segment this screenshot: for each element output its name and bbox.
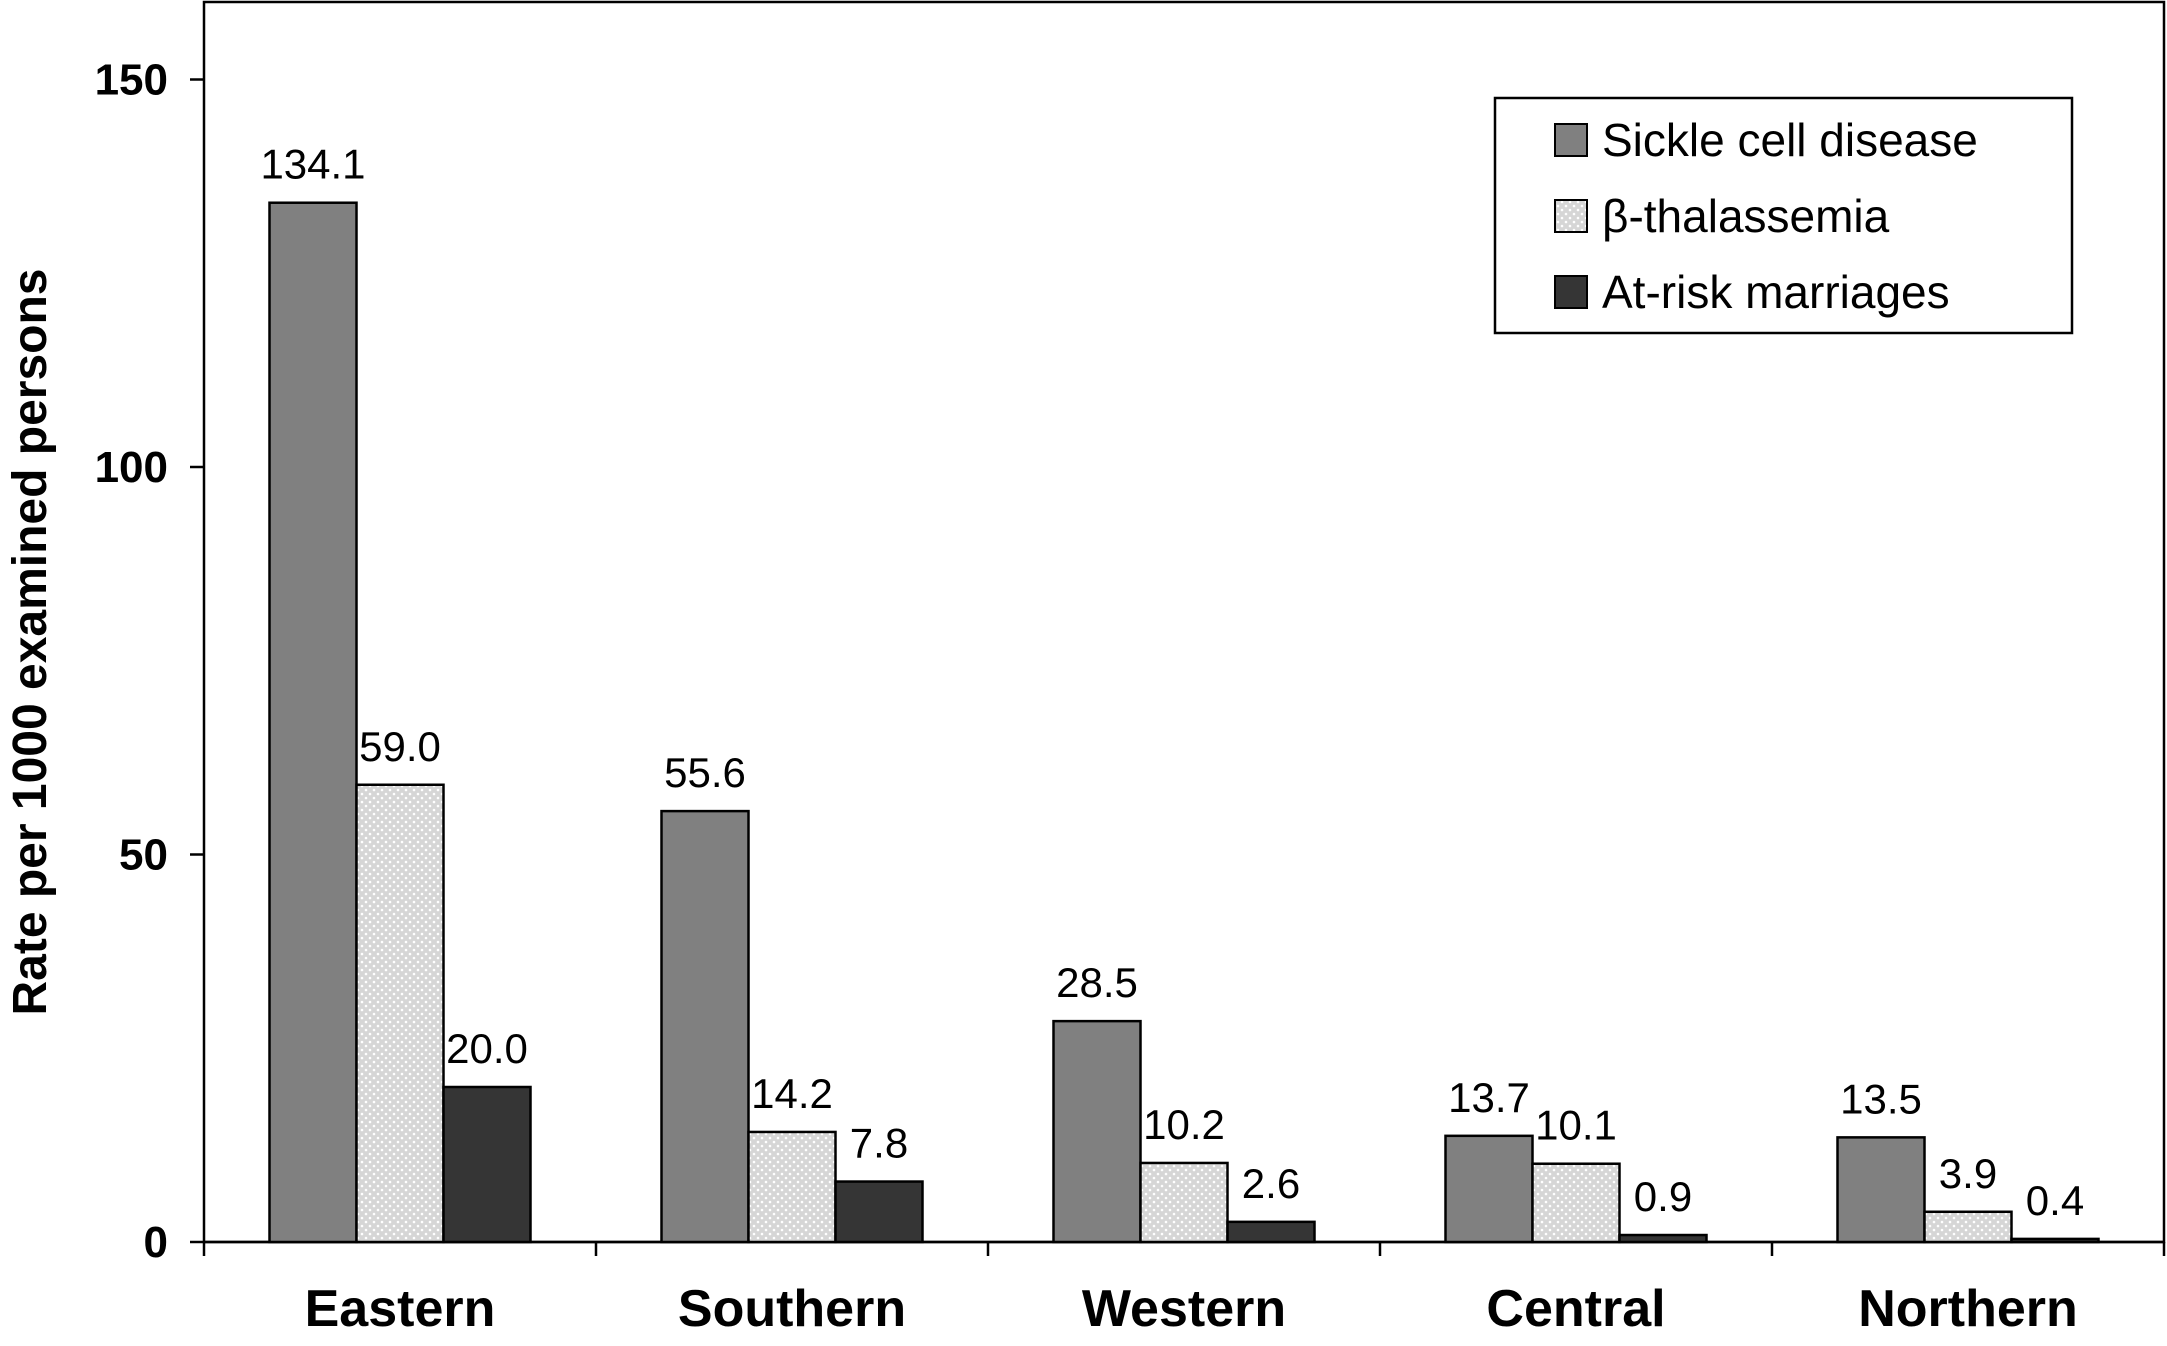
x-category-label: Southern (678, 1280, 906, 1338)
bar (747, 1130, 837, 1244)
x-category-label: Northern (1858, 1280, 2078, 1338)
legend-swatch (1554, 275, 1588, 309)
bar (1139, 1161, 1229, 1244)
data-label: 14.2 (751, 1070, 833, 1117)
legend-swatch (1554, 123, 1588, 157)
x-category-label: Eastern (305, 1280, 496, 1338)
y-tick-label: 0 (144, 1218, 168, 1267)
bar (1226, 1220, 1316, 1244)
x-category-label: Western (1082, 1280, 1286, 1338)
data-label: 13.7 (1448, 1074, 1530, 1121)
data-label: 10.1 (1535, 1102, 1617, 1149)
bar (2010, 1237, 2100, 1244)
bars (268, 201, 2100, 1244)
legend-box (1493, 96, 2074, 335)
data-label: 134.1 (260, 141, 365, 188)
data-label: 10.2 (1143, 1101, 1225, 1148)
bar (1531, 1162, 1621, 1244)
data-label: 7.8 (850, 1120, 908, 1167)
y-tick-label: 50 (119, 831, 168, 880)
bar (1836, 1136, 1926, 1244)
y-tick-label: 100 (95, 443, 168, 492)
data-label: 59.0 (359, 723, 441, 770)
legend-label: At-risk marriages (1602, 266, 1950, 318)
bar (1052, 1019, 1142, 1244)
data-label: 28.5 (1056, 959, 1138, 1006)
data-label: 0.9 (1634, 1173, 1692, 1220)
legend: Sickle cell disease β-thalassemia At-risk … (1493, 96, 2074, 335)
bar (660, 809, 750, 1244)
bar (355, 783, 445, 1244)
legend-label: Sickle cell disease (1602, 114, 1978, 166)
bar (1444, 1134, 1534, 1244)
data-label: 0.4 (2026, 1177, 2084, 1224)
legend-label: β-thalassemia (1602, 190, 1890, 242)
data-label: 13.5 (1840, 1075, 1922, 1122)
data-label: 20.0 (446, 1025, 528, 1072)
bar (834, 1180, 924, 1244)
bar (1618, 1233, 1708, 1244)
data-label: 3.9 (1939, 1150, 1997, 1197)
bar (268, 201, 358, 1244)
data-label: 2.6 (1242, 1160, 1300, 1207)
x-axis: Eastern Southern Western Central Northern (202, 1240, 2166, 1338)
legend-swatch (1554, 199, 1588, 233)
data-label: 55.6 (664, 749, 746, 796)
bar (442, 1085, 532, 1244)
data-labels: 134.159.020.055.614.27.828.510.22.613.71… (260, 141, 2084, 1224)
bar (1923, 1210, 2013, 1244)
y-axis: 0 50 100 150 (95, 56, 204, 1267)
x-category-label: Central (1486, 1280, 1665, 1338)
y-axis-title: Rate per 1000 examined persons (4, 268, 57, 1015)
y-tick-label: 150 (95, 56, 168, 105)
